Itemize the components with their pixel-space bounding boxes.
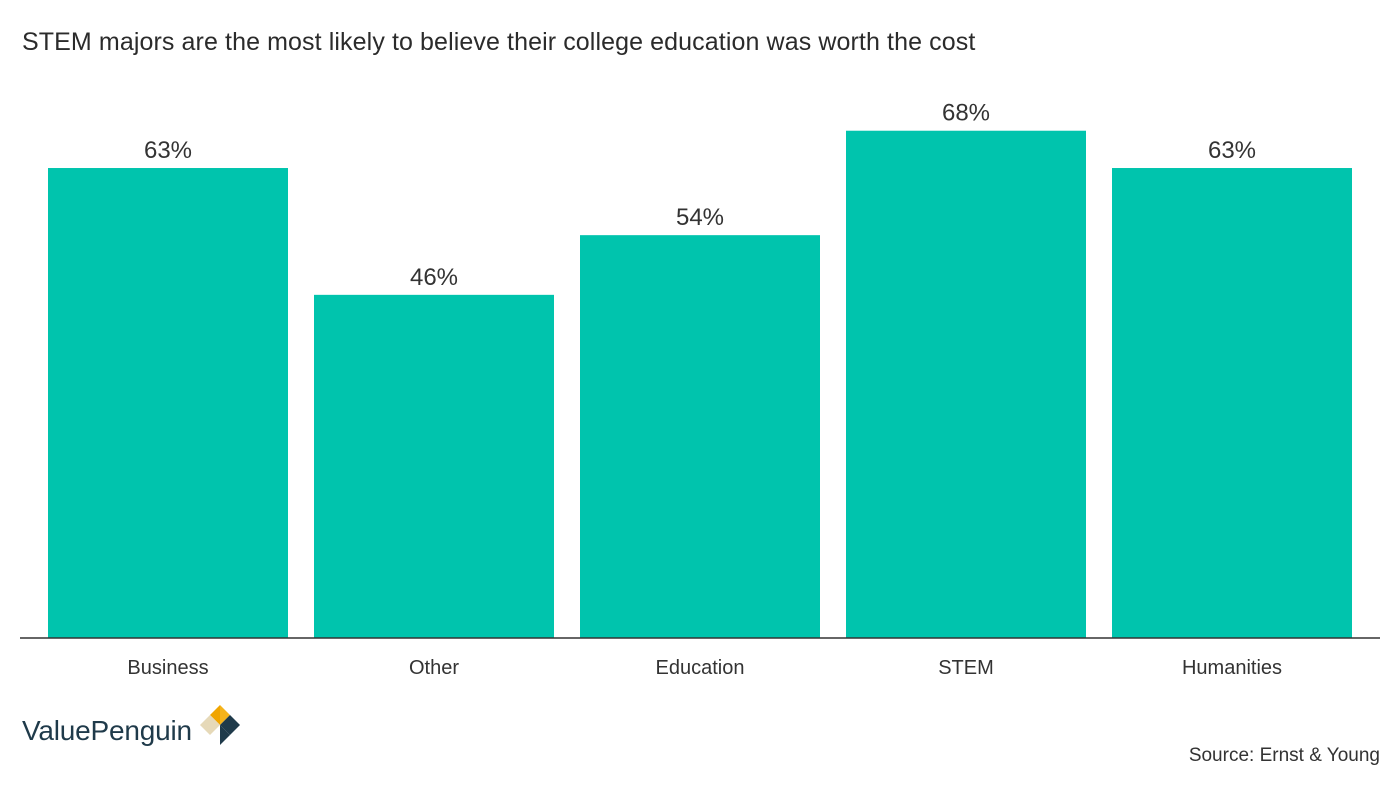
valuepenguin-logo-icon	[198, 703, 242, 752]
bars-layer	[48, 130, 1352, 638]
value-label-education: 54%	[676, 204, 724, 231]
brand: ValuePenguin	[22, 703, 242, 756]
chart-title: STEM majors are the most likely to belie…	[22, 28, 976, 56]
category-label-humanities: Humanities	[1182, 657, 1282, 679]
category-label-business: Business	[127, 657, 208, 679]
bar-business	[48, 168, 288, 638]
value-label-stem: 68%	[942, 100, 990, 127]
bar-chart: 63% Business 46% Other 54% Education 68% STEM 63…	[20, 100, 1380, 679]
category-label-stem: STEM	[938, 657, 994, 679]
value-label-humanities: 63%	[1208, 137, 1256, 164]
bar-stem	[846, 130, 1086, 638]
bar-other	[314, 294, 554, 638]
source-note: Source: Ernst & Young	[1188, 745, 1380, 766]
bar-humanities	[1112, 168, 1352, 638]
brand-name: ValuePenguin	[22, 715, 192, 746]
bar-education	[580, 235, 820, 638]
category-label-education: Education	[656, 657, 745, 679]
labels-layer: 63% Business 46% Other 54% Education 68% STEM 63…	[127, 100, 1282, 679]
category-label-other: Other	[409, 657, 459, 679]
value-label-business: 63%	[144, 137, 192, 164]
value-label-other: 46%	[410, 264, 458, 291]
